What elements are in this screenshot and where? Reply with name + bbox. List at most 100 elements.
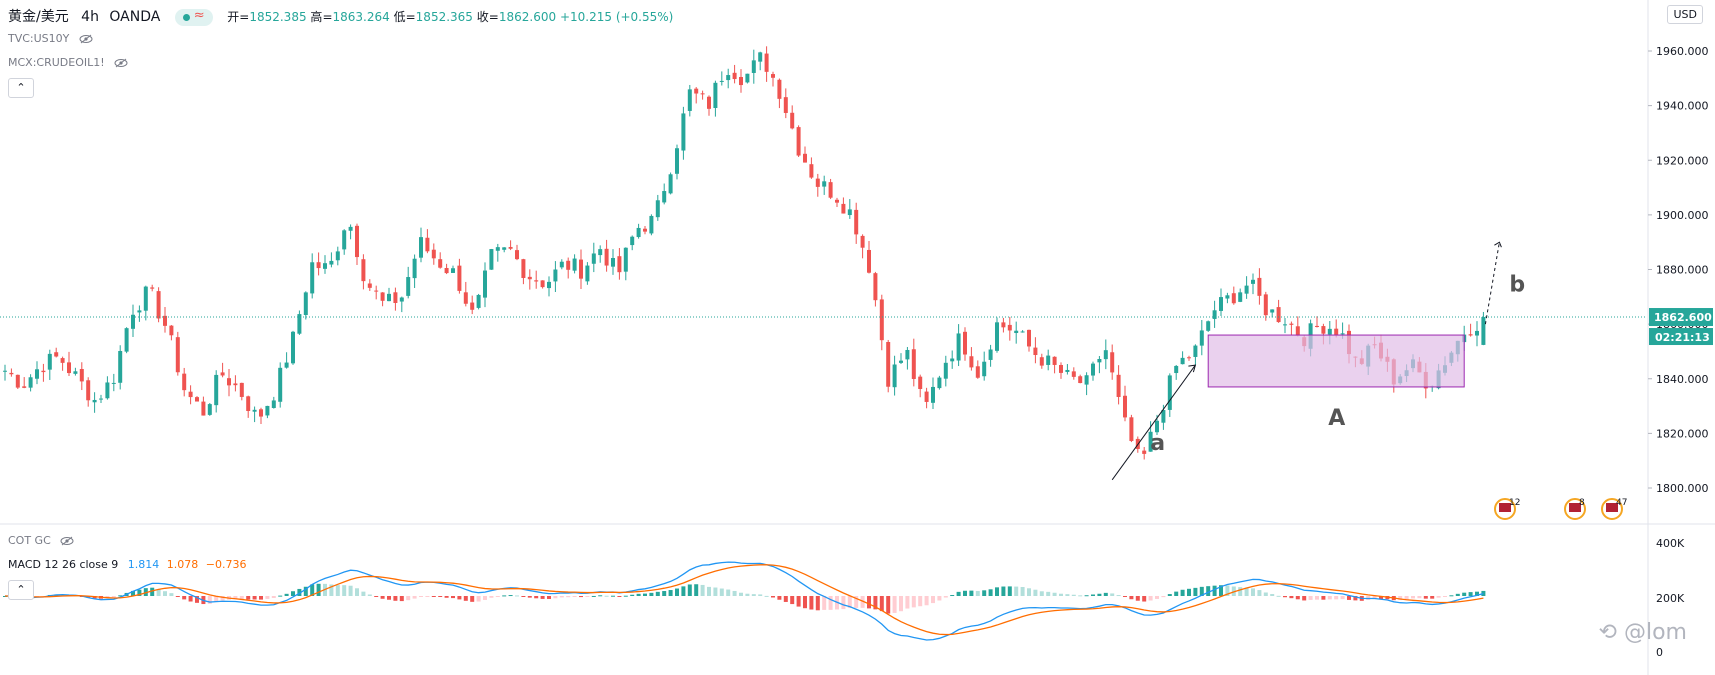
candle-body <box>316 262 321 269</box>
candle-body <box>374 290 379 292</box>
macd-histogram-bar <box>1455 593 1460 596</box>
market-status-icon[interactable]: ≈ <box>174 8 213 26</box>
box-label: A <box>1328 406 1345 431</box>
macd-histogram-bar <box>617 596 622 597</box>
candle-body <box>1078 376 1083 384</box>
macd-histogram-bar <box>982 590 987 596</box>
macd-histogram-bar <box>777 596 782 600</box>
candle-body <box>252 409 257 412</box>
macd-histogram-bar <box>1142 596 1147 602</box>
macd-line <box>4 561 1484 641</box>
candle-body <box>1014 330 1019 334</box>
hidden-eye-icon[interactable] <box>114 58 128 68</box>
candle-body <box>195 397 199 402</box>
macd-histogram-bar <box>1372 596 1377 600</box>
candle-body <box>521 259 526 278</box>
macd-histogram-bar <box>1283 596 1287 598</box>
candle-body <box>540 280 545 288</box>
macd-histogram-bar <box>918 596 923 607</box>
macd-axis-label: 0 <box>1656 646 1663 659</box>
macd-histogram-bar <box>156 589 161 596</box>
macd-histogram-bar <box>297 588 302 596</box>
price-tick-label: 1840.000 <box>1656 373 1709 386</box>
ohlc-readout: 开=1852.385 高=1863.264 低=1852.365 收=1862.… <box>227 10 674 24</box>
candle-body <box>1212 310 1217 319</box>
timeframe[interactable]: 4h <box>81 9 99 25</box>
macd-histogram-bar <box>771 596 775 598</box>
candle-body <box>1065 369 1070 372</box>
macd-histogram-bar <box>495 596 500 597</box>
macd-histogram-bar <box>879 596 884 612</box>
currency-button[interactable]: USD <box>1667 5 1703 24</box>
macd-histogram-bar <box>431 596 436 597</box>
candle-body <box>643 228 647 232</box>
hidden-eye-icon[interactable] <box>60 536 74 546</box>
candle-body <box>431 249 436 259</box>
candle-body <box>809 164 814 178</box>
candle-body <box>22 386 27 388</box>
macd-histogram-bar <box>969 590 974 596</box>
symbol-name[interactable]: 黄金/美元 <box>8 9 69 25</box>
macd-histogram-bar <box>451 596 455 599</box>
hidden-eye-icon[interactable] <box>79 34 93 44</box>
collapse-overlays-button[interactable]: ⌃ <box>8 78 34 98</box>
collapse-macd-button[interactable]: ⌃ <box>8 580 34 600</box>
macd-histogram-bar <box>1404 596 1409 600</box>
macd-histogram-bar <box>534 596 539 599</box>
candle-body <box>1033 347 1038 356</box>
macd-histogram-bar <box>1449 595 1454 597</box>
candle-body <box>150 287 155 289</box>
macd-histogram-bar <box>1065 594 1070 596</box>
macd-histogram-bar <box>1078 595 1083 597</box>
candle-body <box>188 391 193 398</box>
candle-body <box>662 191 667 203</box>
macd-histogram-bar <box>892 596 897 613</box>
macd-histogram-bar <box>1039 591 1044 596</box>
macd-histogram-bar <box>220 596 225 601</box>
candle-body <box>1327 328 1332 335</box>
candle-body <box>534 280 539 282</box>
macd-histogram-bar <box>911 596 916 608</box>
candle-body <box>649 215 654 234</box>
candle-body <box>847 209 852 216</box>
candle-body <box>425 237 430 252</box>
candle-body <box>841 203 846 214</box>
candle-body <box>636 227 641 238</box>
countdown-tag <box>1649 328 1713 346</box>
macd-legend[interactable]: MACD 12 26 close 9 1.814 1.078 −0.736 <box>8 558 247 571</box>
candle-body <box>489 249 494 270</box>
macd-histogram-bar <box>1430 596 1435 599</box>
cot-gc-label[interactable]: COT GC <box>8 534 74 547</box>
candle-body <box>495 247 500 251</box>
candle-body <box>1046 355 1051 365</box>
macd-histogram-bar <box>1219 585 1223 596</box>
macd-histogram-bar <box>950 595 955 597</box>
macd-histogram-bar <box>233 596 238 599</box>
macd-histogram-bar <box>86 596 91 598</box>
macd-histogram-bar <box>899 596 903 612</box>
macd-histogram-bar <box>316 583 321 596</box>
macd-histogram-bar <box>585 596 590 597</box>
overlay-us10y[interactable]: TVC:US10Y <box>8 32 93 45</box>
macd-histogram-bar <box>419 596 423 597</box>
macd-histogram-bar <box>847 596 852 608</box>
macd-histogram-bar <box>630 594 635 596</box>
consolidation-box <box>1207 334 1465 388</box>
candle-body <box>879 299 884 341</box>
macd-histogram-bar <box>1340 596 1345 600</box>
candle-body <box>163 315 167 326</box>
last-price-label: 1862.600 <box>1654 311 1712 324</box>
overlay-crudeoil[interactable]: MCX:CRUDEOIL1! <box>8 56 128 69</box>
macd-histogram-bar <box>943 596 948 598</box>
macd-histogram-bar <box>758 594 763 596</box>
candle-body <box>867 249 871 273</box>
macd-histogram-bar <box>239 596 244 599</box>
event-badge-count: 8 <box>1579 498 1585 508</box>
candle-body <box>483 270 487 298</box>
candle-body <box>463 292 468 304</box>
watermark: ⟲ @lom <box>1598 620 1687 645</box>
macd-histogram-bar <box>489 596 494 598</box>
macd-histogram-bar <box>1353 596 1358 601</box>
candle-body <box>963 331 967 355</box>
